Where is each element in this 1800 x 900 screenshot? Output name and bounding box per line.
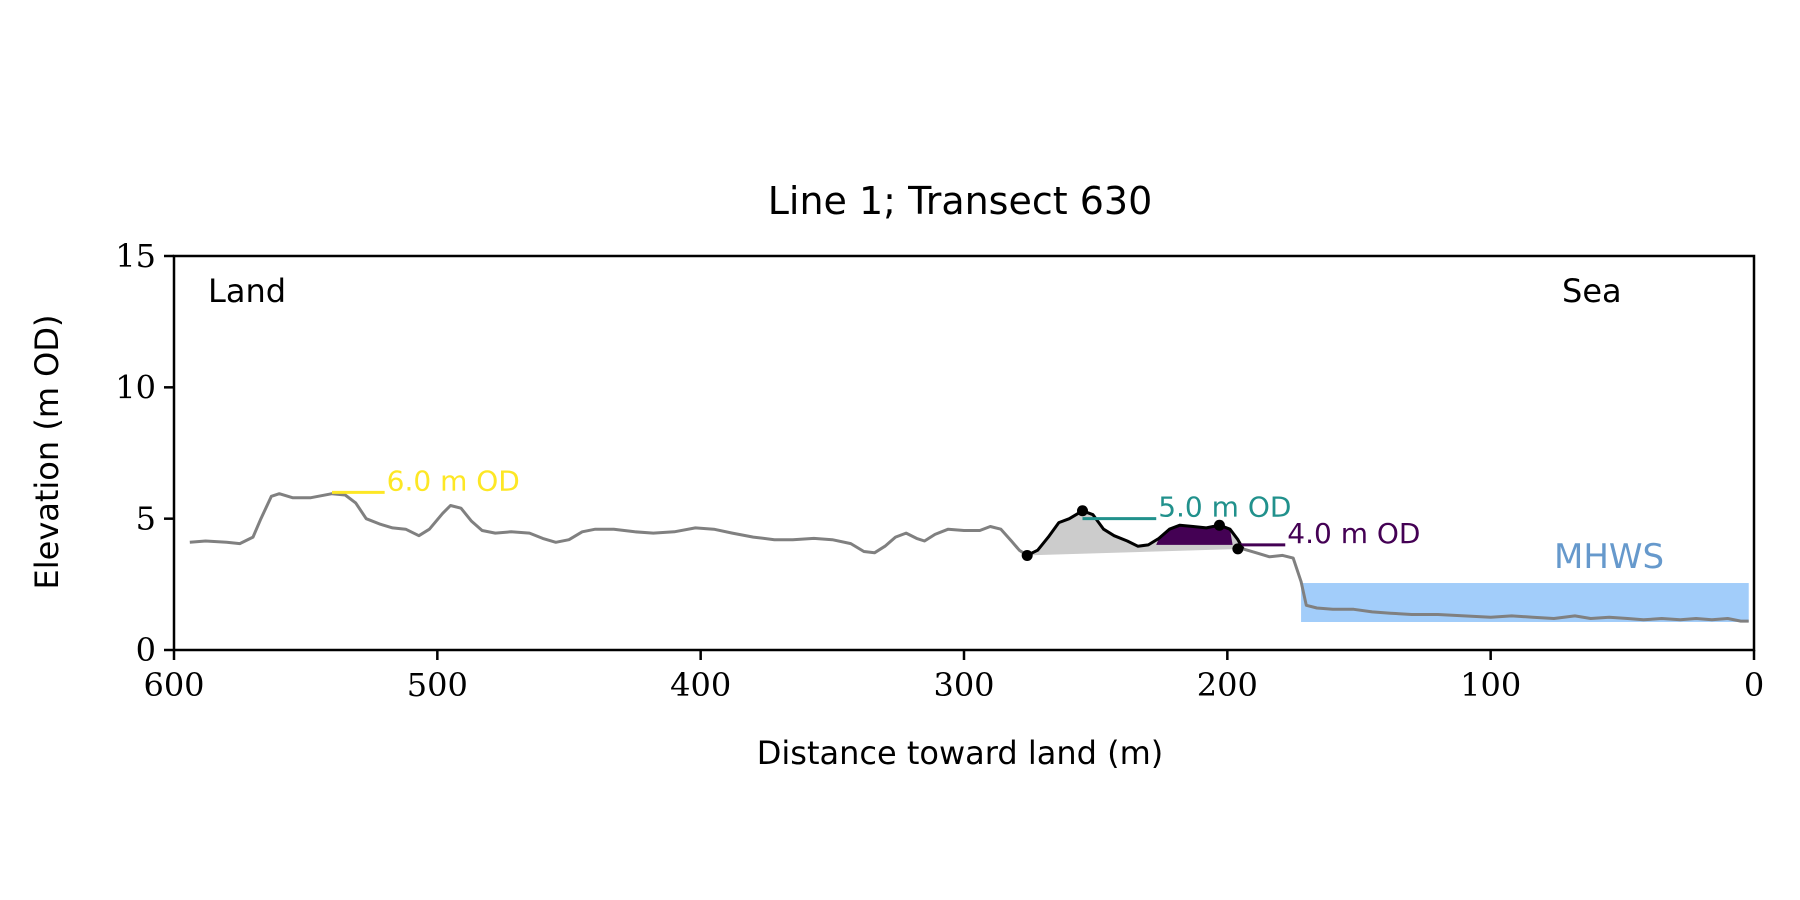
y-tick-label-2: 10 [115, 368, 156, 406]
profile-line-seaward [1242, 547, 1749, 623]
x-tick-label-4: 200 [1197, 666, 1258, 704]
dune-above-4m-fill [1156, 525, 1233, 545]
dune-point-2 [1213, 519, 1225, 531]
y-tick-label-1: 5 [136, 500, 156, 538]
level-label-2: 4.0 m OD [1287, 517, 1420, 550]
x-tick-label-3: 300 [933, 666, 994, 704]
land-label: Land [208, 272, 286, 310]
dune-point-3 [1232, 543, 1244, 555]
dune-point-1 [1077, 505, 1088, 517]
x-tick-label-5: 100 [1460, 666, 1521, 704]
y-tick-label-3: 15 [115, 237, 156, 275]
level-label-1: 5.0 m OD [1158, 491, 1291, 524]
y-tick-label-0: 0 [136, 631, 156, 669]
x-tick-label-1: 500 [407, 666, 468, 704]
chart-title: Line 1; Transect 630 [768, 179, 1153, 223]
x-tick-label-2: 400 [670, 666, 731, 704]
x-tick-label-6: 0 [1744, 666, 1764, 704]
x-axis-label: Distance toward land (m) [757, 734, 1163, 772]
dune-point-0 [1021, 549, 1033, 561]
sea-label: Sea [1562, 272, 1622, 310]
mhws-label: MHWS [1554, 537, 1664, 577]
y-axis-label: Elevation (m OD) [28, 315, 66, 590]
x-tick-label-0: 600 [143, 666, 204, 704]
level-label-0: 6.0 m OD [387, 464, 520, 497]
